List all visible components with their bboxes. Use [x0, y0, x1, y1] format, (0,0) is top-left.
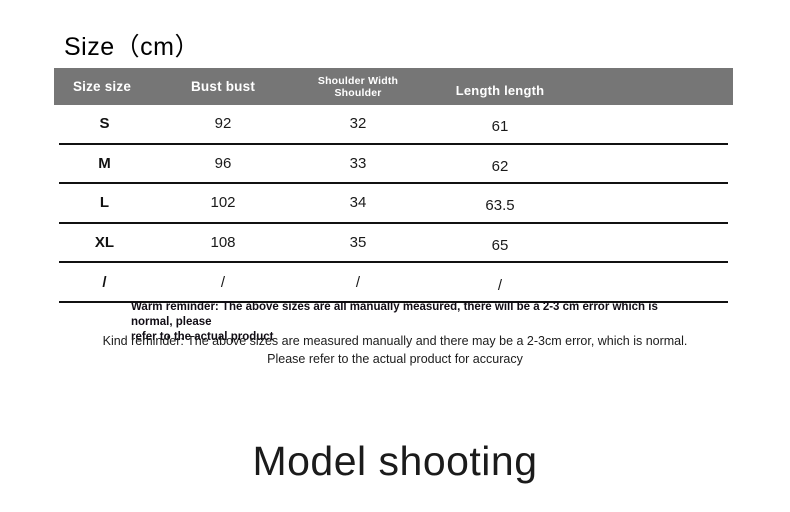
kind-reminder-line2: Please refer to the actual product for a…	[267, 352, 523, 366]
table-row: XL 108 35 65	[59, 224, 728, 264]
cell-length: 62	[491, 157, 509, 175]
model-shooting-caption: Model shooting	[252, 438, 538, 484]
cell-shoulder: /	[355, 273, 361, 291]
cell-shoulder: 35	[349, 234, 367, 252]
cell-bust: 102	[210, 194, 236, 212]
cell-shoulder: 32	[349, 115, 367, 133]
cell-length: 65	[491, 237, 509, 255]
warm-reminder-line2: refer to the actual product	[131, 331, 274, 343]
column-header-bust: Bust bust	[190, 79, 256, 94]
warm-reminder-line1: Warm reminder: The above sizes are all m…	[131, 301, 658, 328]
cell-size: /	[102, 273, 107, 291]
cell-size: XL	[94, 234, 115, 252]
page-title: Size（cm）	[64, 33, 200, 61]
size-table-header: Size size Bust bust Shoulder Width Shoul…	[54, 68, 733, 105]
cell-bust: 92	[214, 115, 232, 133]
table-row: S 92 32 61	[59, 105, 728, 145]
cell-bust: 96	[214, 154, 232, 172]
cell-size: S	[99, 115, 110, 133]
size-table: Size size Bust bust Shoulder Width Shoul…	[54, 68, 733, 303]
column-header-size: Size size	[72, 79, 132, 94]
kind-reminder-line1: Kind reminder: The above sizes are measu…	[102, 334, 688, 348]
cell-size: M	[98, 154, 111, 172]
column-header-length: Length length	[455, 83, 545, 98]
cell-shoulder: 33	[349, 154, 367, 172]
size-table-body: S 92 32 61 M 96 33 62 L 102 34 63.5	[59, 105, 728, 303]
cell-shoulder: 34	[349, 194, 367, 212]
cell-bust: /	[220, 273, 226, 291]
cell-length: 61	[491, 118, 509, 136]
table-row: M 96 33 62	[59, 145, 728, 185]
warm-reminder-text: Warm reminder: The above sizes are all m…	[131, 300, 663, 345]
table-row: / / / /	[59, 263, 728, 303]
cell-length: 63.5	[485, 197, 515, 215]
table-row: L 102 34 63.5	[59, 184, 728, 224]
cell-length: /	[497, 276, 503, 294]
column-header-shoulder: Shoulder Width Shoulder	[317, 74, 399, 99]
cell-bust: 108	[210, 234, 236, 252]
cell-size: L	[99, 194, 110, 212]
kind-reminder-text: Kind reminder: The above sizes are measu…	[0, 332, 790, 368]
